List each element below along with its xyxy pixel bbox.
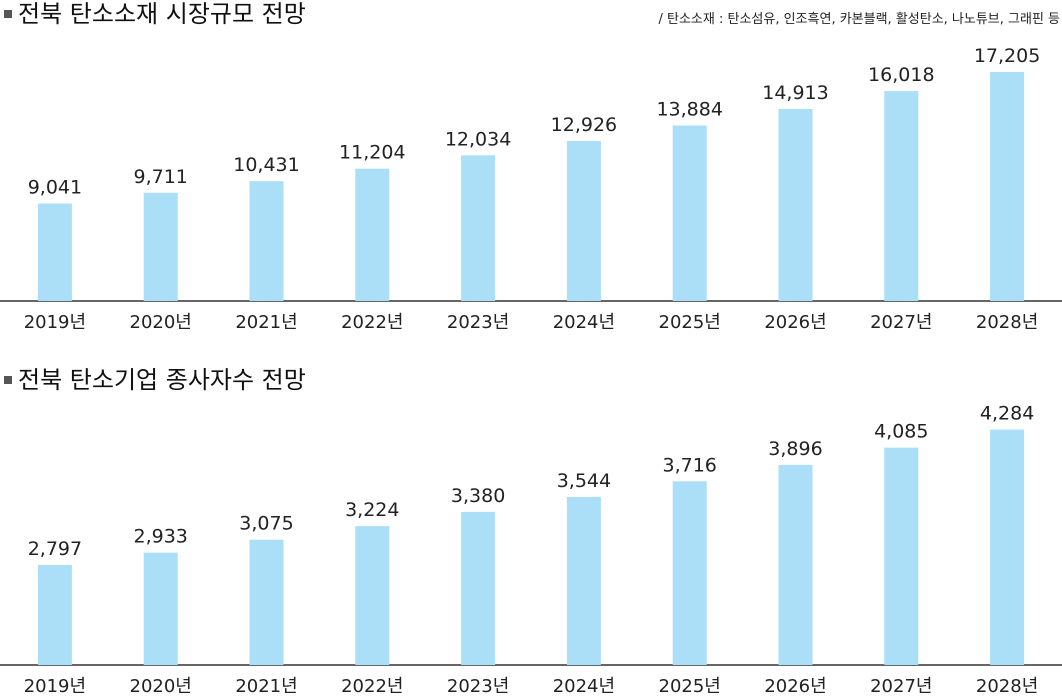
data-label: 10,431 (233, 154, 299, 176)
bar (37, 203, 72, 301)
bar (884, 447, 919, 665)
x-tick-label: 2023년 (447, 676, 509, 697)
data-label: 9,711 (133, 166, 187, 188)
x-tick-label: 2028년 (976, 312, 1038, 333)
bar (143, 552, 178, 665)
bullet-square-icon (4, 376, 12, 384)
data-label: 4,284 (980, 403, 1034, 425)
bar (249, 181, 284, 301)
bar (990, 429, 1025, 665)
x-tick-label: 2026년 (764, 676, 826, 697)
bar (566, 496, 601, 665)
x-tick-label: 2024년 (553, 676, 615, 697)
data-label: 2,797 (28, 538, 82, 560)
x-tick-label: 2025년 (659, 676, 721, 697)
x-tick-label: 2025년 (659, 312, 721, 333)
data-label: 14,913 (762, 82, 828, 104)
bar (355, 168, 390, 301)
data-label: 3,544 (557, 470, 611, 492)
bullet-square-icon (4, 10, 12, 18)
x-tick-label: 2027년 (870, 312, 932, 333)
bar (37, 565, 72, 665)
data-label: 16,018 (868, 64, 934, 86)
bar (672, 125, 707, 302)
employee-count-chart: 2,797 2019년 2,933 2020년 3,075 2021년 3,224 2022년… (0, 403, 1062, 697)
data-label: 2,933 (133, 526, 187, 548)
x-tick-label: 2024년 (553, 312, 615, 333)
bar (143, 192, 178, 301)
bar (566, 140, 601, 301)
x-tick-label: 2022년 (341, 676, 403, 697)
x-tick-label: 2028년 (976, 676, 1038, 697)
bar (990, 71, 1025, 301)
chart2-title: 전북 탄소기업 종사자수 전망 (4, 366, 306, 394)
data-label: 13,884 (656, 99, 722, 121)
data-label: 3,380 (451, 485, 505, 507)
data-label: 12,034 (445, 128, 511, 150)
x-tick-label: 2019년 (24, 312, 86, 333)
bar (778, 464, 813, 665)
data-label: 4,085 (874, 421, 928, 443)
x-tick-label: 2021년 (235, 312, 297, 333)
bar (249, 539, 284, 665)
bar (672, 481, 707, 665)
x-tick-label: 2020년 (130, 676, 192, 697)
data-label: 3,224 (345, 499, 399, 521)
bar (461, 155, 496, 301)
chart1-note: / 탄소소재 : 탄소섬유, 인조흑연, 카본블랙, 활성탄소, 나노튜브, 그… (658, 12, 1061, 27)
data-label: 3,075 (239, 513, 293, 535)
chart1-title: 전북 탄소소재 시장규모 전망 (4, 0, 306, 28)
data-label: 9,041 (28, 177, 82, 199)
x-tick-label: 2023년 (447, 312, 509, 333)
market-size-chart: 9,041 2019년 9,711 2020년 10,431 2021년 11,204 202… (0, 45, 1062, 333)
bar (355, 526, 390, 665)
x-tick-label: 2020년 (130, 312, 192, 333)
data-label: 12,926 (551, 114, 617, 136)
data-label: 3,716 (662, 454, 716, 476)
x-tick-label: 2022년 (341, 312, 403, 333)
data-label: 11,204 (339, 142, 405, 164)
bar (884, 91, 919, 302)
x-tick-label: 2026년 (764, 312, 826, 333)
data-label: 17,205 (974, 45, 1040, 67)
bar (778, 108, 813, 302)
x-tick-label: 2027년 (870, 676, 932, 697)
x-tick-label: 2021년 (235, 676, 297, 697)
x-tick-label: 2019년 (24, 676, 86, 697)
data-label: 3,896 (768, 438, 822, 460)
bar (461, 511, 496, 665)
